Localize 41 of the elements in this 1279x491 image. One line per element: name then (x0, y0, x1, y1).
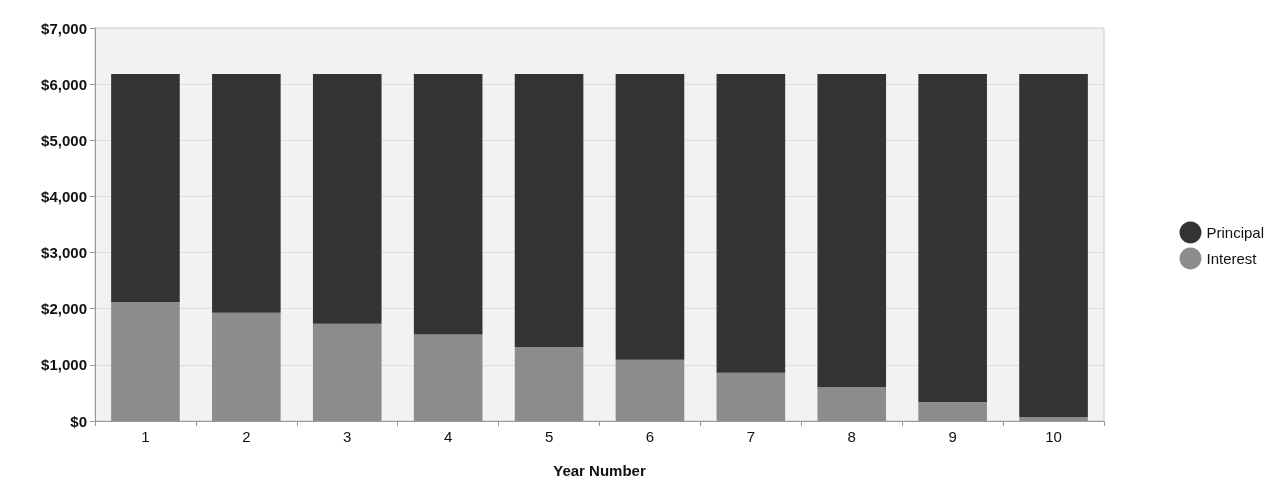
x-tick-label: 5 (544, 428, 554, 445)
legend-label: Interest (1206, 250, 1258, 267)
bar (413, 74, 483, 335)
y-tick-label: $5,000 (41, 131, 87, 149)
bar (918, 74, 987, 402)
bar (615, 359, 685, 421)
bar (312, 323, 382, 421)
x-tick-label: 8 (847, 428, 856, 445)
x-tick-label: 9 (948, 428, 957, 445)
bar (1019, 74, 1088, 418)
y-tick-label: $4,000 (41, 187, 87, 205)
bar (817, 74, 887, 388)
x-tick-label: 10 (1045, 428, 1062, 445)
bar (716, 372, 786, 421)
bar (817, 387, 887, 421)
bar (1019, 417, 1088, 421)
y-tick-label: $3,000 (41, 244, 87, 262)
x-tick-label: 1 (141, 428, 150, 445)
legend-label: Principal (1206, 224, 1265, 241)
x-tick-label: 6 (645, 428, 655, 445)
x-tick-label: 7 (746, 428, 756, 445)
bar (413, 334, 483, 421)
bar (514, 74, 584, 347)
bar (111, 74, 180, 302)
bar (111, 301, 180, 421)
y-tick-label: $1,000 (41, 356, 87, 374)
bar (212, 74, 281, 313)
bar (615, 74, 685, 360)
y-tick-label: $0 (70, 412, 87, 430)
bar (312, 74, 382, 324)
y-tick-label: $6,000 (41, 75, 87, 93)
x-tick-label: 2 (242, 428, 251, 445)
x-axis-title: Year Number (553, 462, 646, 479)
x-tick-label: 3 (343, 428, 352, 445)
bar (212, 312, 281, 421)
bar (514, 346, 584, 421)
bar (716, 74, 786, 373)
x-tick-label: 4 (443, 428, 453, 445)
y-tick-label: $2,000 (41, 300, 87, 318)
bar (918, 401, 987, 421)
y-tick-label: $7,000 (41, 19, 87, 37)
